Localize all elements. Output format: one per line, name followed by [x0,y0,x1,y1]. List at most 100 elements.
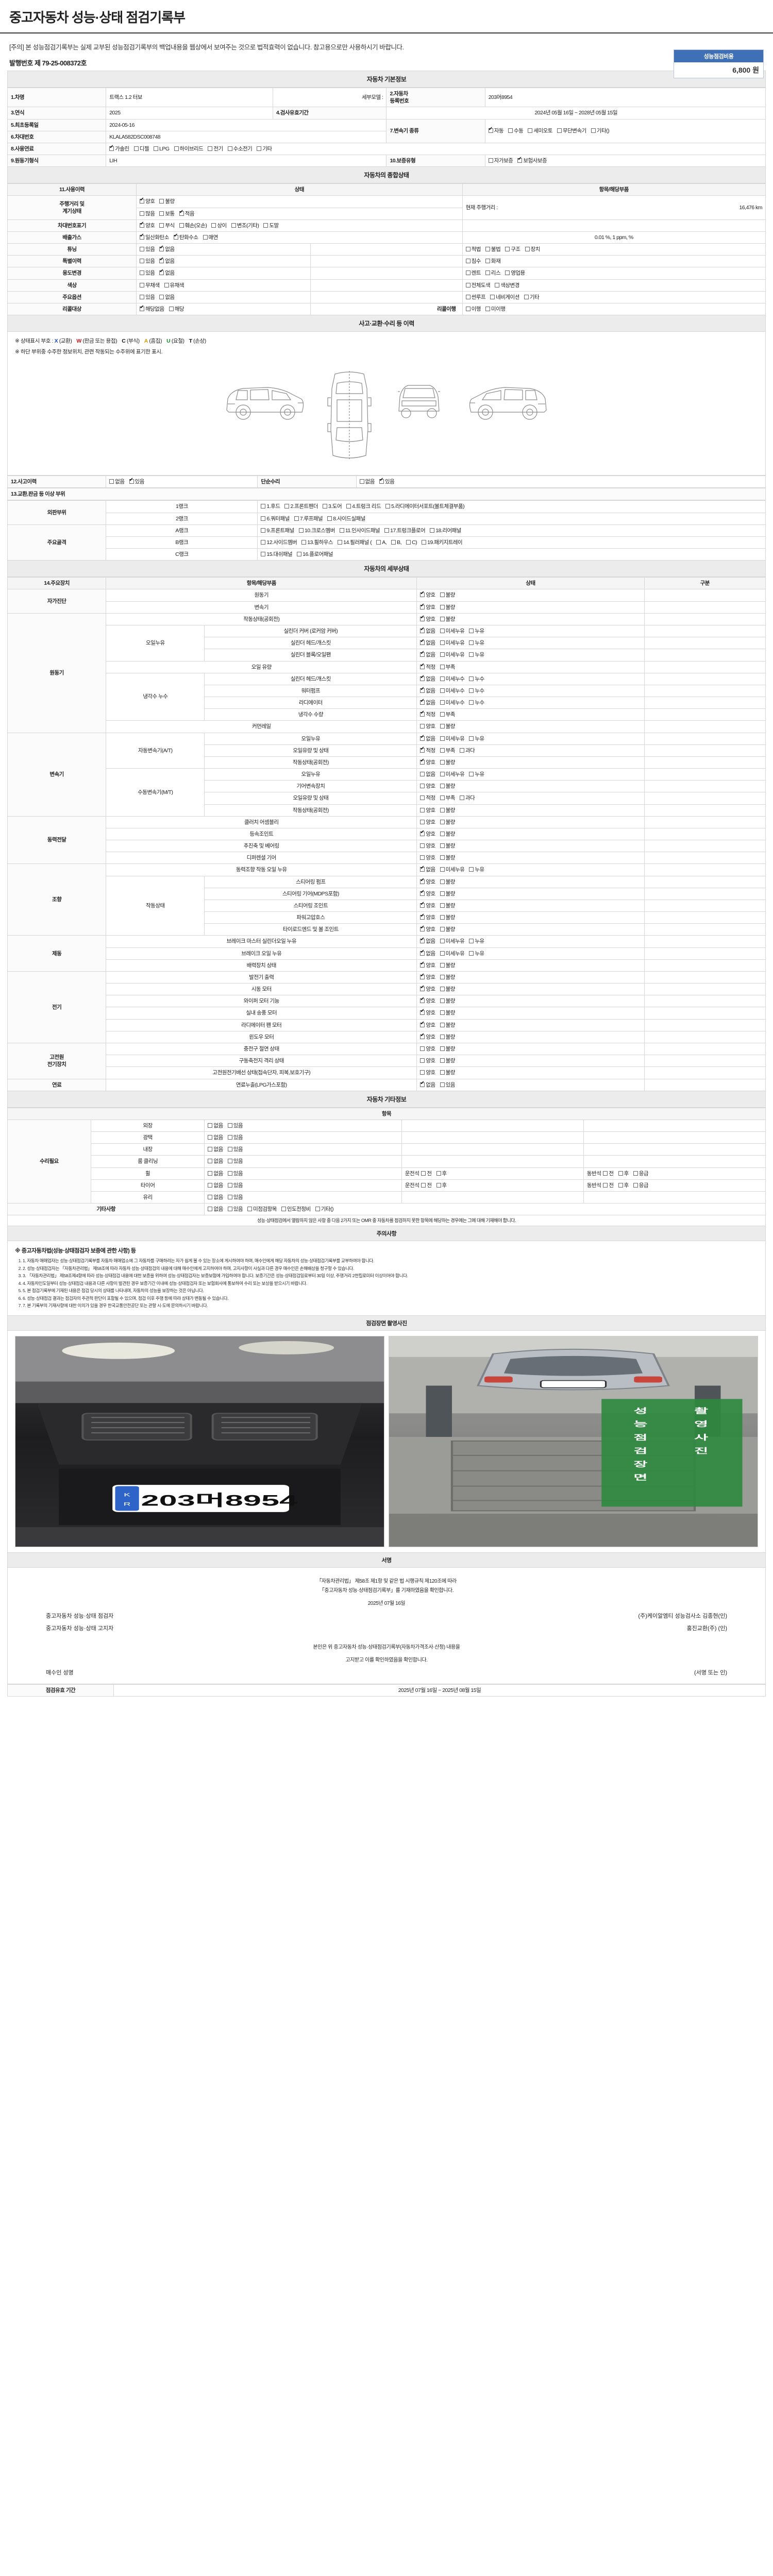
extra-option[interactable]: 있음 [227,1206,243,1213]
checkbox-unchecked[interactable] [633,1171,638,1176]
checkbox-unchecked[interactable] [440,1082,445,1087]
detail-state-option[interactable]: 누수 [469,675,484,683]
checkbox-unchecked[interactable] [406,539,411,545]
other-state-option[interactable]: 없음 [208,1170,223,1177]
detail-state-option[interactable]: 양호 [420,878,435,886]
other-state-option[interactable]: 없음 [208,1122,223,1129]
detail-state-option[interactable]: 누유 [469,735,484,742]
checkbox-unchecked[interactable] [440,903,445,908]
overall-option[interactable]: 도말 [263,222,279,229]
checkbox-unchecked[interactable] [339,528,344,533]
fuel-option[interactable]: 가솔린 [109,145,129,152]
checkbox-checked[interactable] [420,985,425,992]
checkbox-unchecked[interactable] [465,282,470,287]
fuel-option[interactable]: LPG [154,145,170,152]
detail-state-option[interactable]: 없음 [420,639,435,647]
overall-detail-option[interactable]: 네비게이션 [490,294,519,301]
checkbox-unchecked[interactable] [208,1194,213,1199]
overall-option[interactable]: 없음 [159,269,175,277]
checkbox-unchecked[interactable] [297,552,302,557]
checkbox-unchecked[interactable] [440,987,445,992]
detail-state-option[interactable]: 부족 [440,711,455,718]
checkbox-unchecked[interactable] [208,1207,213,1212]
overall-option[interactable]: 변조(기타) [231,222,259,229]
checkbox-unchecked[interactable] [528,128,533,133]
damaged-part-option[interactable]: 11.인사이드패널 [339,527,380,534]
overall-option[interactable]: 없음 [159,245,175,253]
overall-option[interactable]: 없음 [159,294,175,301]
checkbox-unchecked[interactable] [440,951,445,956]
detail-state-option[interactable]: 양호 [420,854,435,861]
checkbox-unchecked[interactable] [211,223,216,228]
checkbox-checked[interactable] [420,973,425,979]
overall-option[interactable]: 있음 [140,246,155,253]
checkbox-checked[interactable] [420,1081,425,1087]
other-state-option[interactable]: 없음 [208,1182,223,1189]
checkbox-unchecked[interactable] [440,772,445,777]
detail-state-option[interactable]: 적정 [420,794,435,802]
checkbox-unchecked[interactable] [261,516,266,521]
other-state-option[interactable]: 있음 [227,1134,243,1141]
checkbox-unchecked[interactable] [421,1182,426,1188]
checkbox-unchecked[interactable] [469,688,474,693]
passenger-side-option[interactable]: 후 [618,1182,629,1189]
detail-state-option[interactable]: 없음 [420,937,435,945]
overall-option[interactable]: 해당없음 [140,305,164,313]
checkbox-checked[interactable] [420,591,425,598]
checkbox-unchecked[interactable] [420,819,425,824]
checkbox-unchecked[interactable] [208,1123,213,1128]
checkbox-checked[interactable] [129,478,134,484]
detail-state-option[interactable]: 불량 [440,1033,455,1041]
detail-state-option[interactable]: 과다 [459,794,475,802]
detail-state-option[interactable]: 없음 [420,699,435,706]
checkbox-unchecked[interactable] [440,676,445,681]
checkbox-unchecked[interactable] [140,247,145,252]
detail-state-option[interactable]: 불량 [440,783,455,790]
detail-state-option[interactable]: 불량 [440,974,455,981]
detail-state-option[interactable]: 불량 [440,1057,455,1064]
accident-history-option[interactable]: 있음 [129,478,144,485]
simple-repair-option[interactable]: 없음 [359,478,375,485]
overall-detail-option[interactable]: 리스 [485,269,501,277]
detail-state-option[interactable]: 부족 [440,747,455,754]
detail-state-option[interactable]: 불량 [440,819,455,826]
checkbox-unchecked[interactable] [440,807,445,812]
other-state-option[interactable]: 있음 [227,1122,243,1129]
transmission-option[interactable]: 무단변속기 [557,127,586,134]
checkbox-unchecked[interactable] [227,1123,232,1128]
checkbox-checked[interactable] [420,890,425,896]
detail-state-option[interactable]: 양호 [420,961,435,969]
checkbox-checked[interactable] [420,687,425,693]
checkbox-unchecked[interactable] [261,504,266,509]
checkbox-unchecked[interactable] [261,539,266,545]
transmission-option[interactable]: 자동 [488,127,504,134]
checkbox-unchecked[interactable] [338,539,343,545]
detail-state-option[interactable]: 없음 [420,771,435,778]
other-state-option[interactable]: 있음 [227,1182,243,1189]
checkbox-unchecked[interactable] [420,807,425,812]
checkbox-unchecked[interactable] [440,1046,445,1051]
driver-side-option[interactable]: 후 [436,1170,447,1177]
detail-state-option[interactable]: 부족 [440,664,455,671]
damaged-part-option[interactable]: 7.루프패널 [294,515,323,522]
checkbox-unchecked[interactable] [208,1147,213,1152]
detail-state-option[interactable]: 불량 [440,1069,455,1076]
mileage-amount-option[interactable]: 적음 [179,210,195,217]
detail-state-option[interactable]: 양호 [420,913,435,921]
detail-state-option[interactable]: 불량 [440,878,455,886]
mileage-amount-option[interactable]: 보통 [159,210,175,217]
detail-state-option[interactable]: 양호 [420,591,435,599]
detail-state-option[interactable]: 미세누수 [440,675,465,683]
checkbox-unchecked[interactable] [524,294,529,299]
overall-detail-option[interactable]: 렌트 [465,269,481,277]
checkbox-unchecked[interactable] [440,616,445,621]
checkbox-unchecked[interactable] [208,1159,213,1164]
detail-state-option[interactable]: 불량 [440,591,455,599]
detail-state-option[interactable]: 양호 [420,890,435,897]
checkbox-unchecked[interactable] [140,270,145,276]
checkbox-unchecked[interactable] [440,1022,445,1027]
overall-detail-option[interactable]: 영업용 [505,269,525,277]
checkbox-unchecked[interactable] [469,939,474,944]
checkbox-unchecked[interactable] [247,1207,253,1212]
detail-state-option[interactable]: 적정 [420,663,435,671]
